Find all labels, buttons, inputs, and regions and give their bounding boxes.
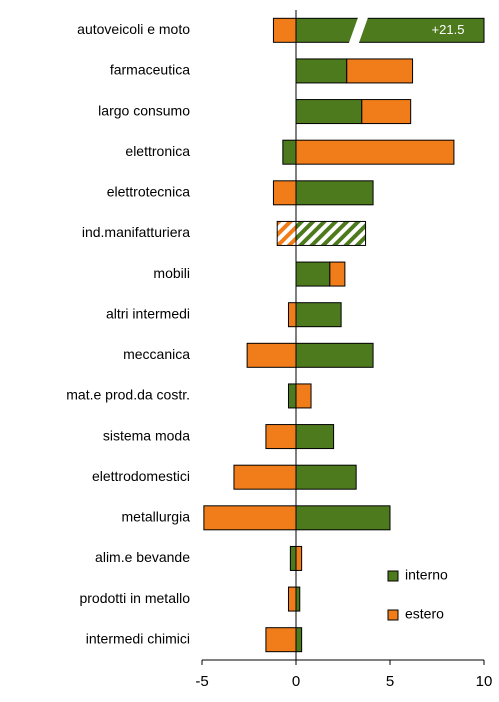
category-label: intermedi chimici <box>86 630 190 646</box>
x-tick-label: 0 <box>292 673 300 690</box>
category-label: mobili <box>153 265 190 281</box>
legend-label: interno <box>405 567 448 583</box>
bar <box>233 464 297 490</box>
category-label: metallurgia <box>122 509 191 525</box>
x-tick-label: -5 <box>195 673 208 690</box>
legend-swatch <box>387 570 399 582</box>
bar <box>295 261 331 287</box>
bar <box>265 627 297 653</box>
bar <box>295 17 485 43</box>
value-label: +21.5 <box>432 22 465 37</box>
category-label: meccanica <box>123 346 190 362</box>
category-label: mat.e prod.da costr. <box>66 387 190 403</box>
bar <box>295 586 301 612</box>
bar <box>361 99 412 125</box>
legend-label: estero <box>405 606 444 622</box>
x-tick-label: 10 <box>476 673 493 690</box>
bar <box>276 220 297 246</box>
bar <box>295 302 342 328</box>
bar <box>295 99 363 125</box>
bar <box>329 261 346 287</box>
bar <box>295 464 357 490</box>
legend-swatch <box>387 609 399 621</box>
category-label: alim.e bevande <box>95 549 190 565</box>
category-label: prodotti in metallo <box>79 590 190 606</box>
bar <box>346 58 414 84</box>
bar <box>295 424 335 450</box>
bar <box>203 505 297 531</box>
bar <box>246 342 297 368</box>
category-label: altri intermedi <box>106 305 190 321</box>
bar <box>295 220 367 246</box>
category-label: elettronica <box>125 143 190 159</box>
category-label: elettrodomestici <box>92 468 190 484</box>
bar <box>295 139 455 165</box>
bar <box>295 545 303 571</box>
bar <box>295 505 391 531</box>
bar <box>295 58 348 84</box>
bar <box>295 180 374 206</box>
x-tick-label: 5 <box>386 673 394 690</box>
bar <box>289 545 297 571</box>
bar <box>265 424 297 450</box>
category-label: largo consumo <box>98 102 190 118</box>
bar <box>287 383 297 409</box>
bar <box>287 586 297 612</box>
category-label: autoveicoli e moto <box>77 21 190 37</box>
bar <box>295 627 303 653</box>
category-label: farmaceutica <box>110 62 190 78</box>
category-label: ind.manifatturiera <box>82 224 190 240</box>
category-label: elettrotecnica <box>107 184 190 200</box>
bar <box>282 139 297 165</box>
axis-break <box>348 16 369 45</box>
bar <box>287 302 297 328</box>
bar <box>272 180 297 206</box>
bar <box>272 17 297 43</box>
bar <box>295 342 374 368</box>
category-label: sistema moda <box>103 427 190 443</box>
bar <box>295 383 312 409</box>
